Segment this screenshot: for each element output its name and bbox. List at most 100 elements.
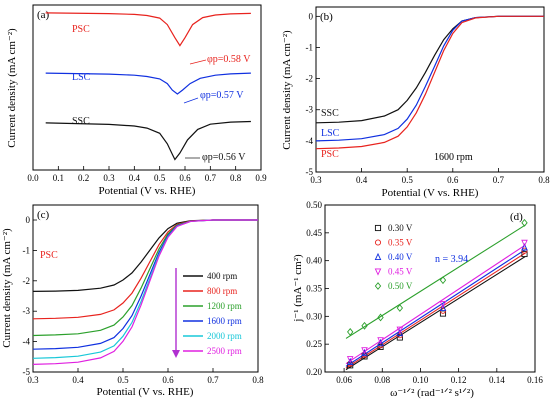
panel-c-ytick-label: -1 [23,245,31,255]
panel-a-x-ticks: 0.0 0.1 0.2 0.3 0.4 0.5 0.6 0.7 0.8 0.9 [27,166,267,183]
panel-d-ylabel: j⁻¹ (mA⁻¹ cm²) [292,254,304,323]
panel-c-curve-2500-rpm [32,219,258,365]
panel-a-xtick-label: 0.9 [255,173,267,183]
panel-c-legend-entry: 2000 rpm [207,331,242,341]
panel-d-legend-entry: 0.50 V [388,281,413,291]
panel-d-point [521,239,528,248]
panel-d-xtick-label: 0.10 [413,375,429,385]
panel-d-point [439,301,447,309]
panel-d-point [346,356,354,364]
panel-c-annotation: PSC [40,250,58,261]
panel-a-label-lsc: LSC [72,72,91,83]
panel-c-ylabel: Current density (mA cm⁻²) [1,228,13,348]
panel-c-ticks: 0.3 0.4 0.5 0.6 0.7 0.8 0 -1 -2 -3 -4 -5 [23,215,265,385]
panel-a-peak-psc: φp=0.58 V [207,54,251,65]
panel-b-ytick-label: -2 [306,74,314,84]
panel-b-xtick-label: 0.5 [402,175,414,185]
panel-d-fit-line [345,249,526,367]
panel-b-curve-lsc [315,15,544,142]
panel-c-xtick-label: 0.3 [27,375,39,385]
panel-d-point [396,328,404,337]
panel-c-xtick-label: 0.8 [252,375,264,385]
panel-c-label: (c) [37,209,50,221]
panel-d-fit-lines [345,224,526,371]
panel-d-xtick-label: 0.14 [489,375,505,385]
panel-d: (d) 0.06 0.08 0.10 0.12 0.14 0.16 0.20 0.25 0.30… [292,200,543,399]
panel-a-peak-ssc: φp=0.56 V [202,152,246,163]
panel-a: (a) 0.0 0.1 0.2 0.3 0.4 0.5 0.6 0.7 0.8 0.9 PSC L… [6,4,267,197]
panel-d-point [346,357,354,366]
panel-d-ytick-label: 0.50 [306,200,322,210]
panel-b: (b) 0.3 0.4 0.5 0.6 0.7 0.8 0 -1 -2 -3 -4 -5 SSC LS… [281,6,550,199]
panel-b-xtick-label: 0.7 [493,175,505,185]
panel-d-ticks: 0.06 0.08 0.10 0.12 0.14 0.16 0.20 0.25 0.30 0.35… [306,200,543,385]
panel-c-ytick-label: -4 [23,337,31,347]
panel-c: (c) 0.3 0.4 0.5 0.6 0.7 0.8 0 -1 -2 -3 -4 -5 PSC 40… [1,204,265,398]
panel-c-xtick-label: 0.6 [162,375,174,385]
panel-d-points [346,218,528,369]
panel-b-label: (b) [320,11,333,23]
panel-c-legend-entry: 400 rpm [207,271,237,281]
panel-c-frame [32,204,259,373]
panel-a-arrow-lsc [183,97,199,104]
panel-d-point [439,276,447,285]
panel-d-xtick-label: 0.08 [374,375,390,385]
panel-d-point [521,218,528,227]
panel-c-legend-entry: 1600 rpm [207,316,242,326]
panel-d-annotation: n = 3.94 [435,254,468,265]
panel-d-fit-line [345,224,526,339]
panel-d-point [396,326,404,334]
panel-d-point [361,348,368,357]
panel-a-xtick-label: 0.2 [78,173,89,183]
panel-a-label-ssc: SSC [72,116,90,127]
panel-d-xtick-label: 0.12 [451,375,467,385]
panel-a-xtick-label: 0.1 [53,173,64,183]
panel-c-ytick-label: -3 [23,306,31,316]
panel-b-xlabel: Potential (V vs. RHE) [382,187,479,199]
panel-c-xtick-label: 0.5 [117,375,129,385]
panel-a-curve-ssc [45,120,251,161]
panel-a-curves [45,12,251,161]
panel-b-frame [315,6,545,173]
panel-d-fit-line [345,252,526,369]
panel-b-label-ssc: SSC [321,108,339,119]
panel-d-legend-entry: 0.40 V [388,252,413,262]
panel-d-point [361,347,368,355]
panel-d-frame [324,204,536,373]
panel-b-curves [315,15,544,150]
panel-c-legend-entry: 800 rpm [207,286,237,296]
panel-b-label-lsc: LSC [321,128,340,139]
panel-b-curve-psc [315,15,544,150]
panel-a-xtick-label: 0.6 [179,173,191,183]
panel-a-xlabel: Potential (V vs. RHE) [99,185,196,197]
panel-d-fit-line [345,255,526,371]
panel-d-ytick-label: 0.20 [306,367,322,377]
panel-d-point [439,303,447,312]
panel-d-xtick-label: 0.06 [336,375,352,385]
panel-d-ytick-label: 0.45 [306,228,322,238]
panel-d-legend-marker [374,252,382,261]
panel-d-point [521,243,528,251]
panel-b-ytick-label: -5 [306,167,314,177]
panel-b-ytick-label: -3 [306,105,314,115]
panel-a-xtick-label: 0.3 [103,173,115,183]
panel-c-xtick-label: 0.7 [207,375,219,385]
panel-d-legend-entry: 0.45 V [388,267,413,277]
panel-d-xlabel: ω⁻¹ᐟ² (rad⁻¹ᐟ² s¹ᐟ²) [390,387,474,399]
panel-b-xtick-label: 0.6 [447,175,459,185]
panel-d-label: (d) [510,211,523,223]
panel-c-xtick-label: 0.4 [72,375,84,385]
panel-d-ytick-label: 0.35 [306,284,322,294]
panel-a-peak-lsc: φp=0.57 V [200,90,244,101]
panel-a-ylabel: Current density (mA cm⁻²) [6,28,18,148]
panel-a-curve-psc [45,12,251,47]
panel-d-xtick-label: 0.16 [527,375,543,385]
panel-d-point [521,247,528,254]
panel-a-label: (a) [37,9,50,21]
panel-c-legend: 400 rpm 800 rpm 1200 rpm 1600 rpm 2000 rpm 25… [183,271,242,356]
panel-b-xtick-label: 0.3 [310,175,322,185]
panel-d-legend-entry: 0.35 V [388,238,413,248]
panel-d-point [377,338,384,347]
panel-a-label-psc: PSC [72,24,90,35]
